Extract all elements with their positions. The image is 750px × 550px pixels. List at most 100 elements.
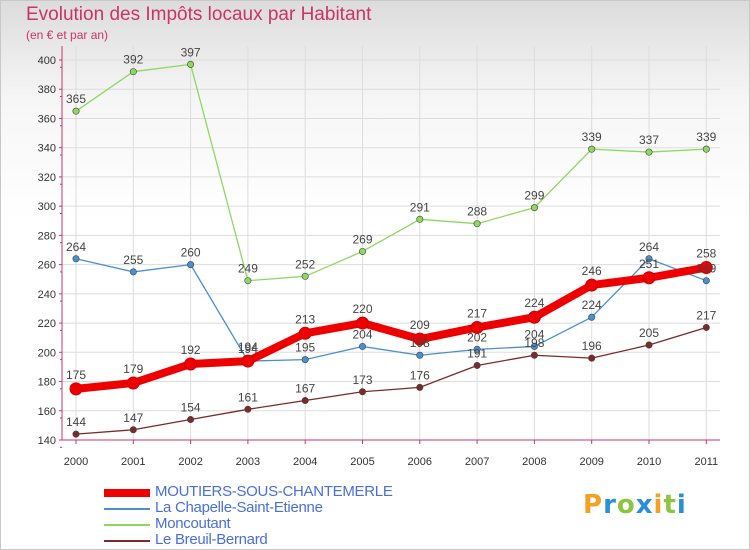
data-point-le-breuil-bernard bbox=[129, 426, 137, 434]
data-point-le-breuil-bernard bbox=[702, 323, 710, 331]
data-label-moutiers-sous-chantemerle: 258 bbox=[696, 247, 716, 261]
x-tick-label: 2009 bbox=[579, 456, 603, 468]
series-line-la-chapelle-saint-etienne bbox=[75, 258, 707, 362]
data-point-moutiers-sous-chantemerle bbox=[126, 376, 140, 390]
data-label-la-chapelle-saint-etienne: 249 bbox=[696, 262, 716, 276]
data-label-moutiers-sous-chantemerle: 194 bbox=[238, 340, 258, 354]
data-point-moncoutant bbox=[187, 60, 195, 68]
series-line-moncoutant bbox=[75, 63, 707, 282]
data-point-moutiers-sous-chantemerle bbox=[241, 354, 255, 368]
logo-letter: r bbox=[603, 490, 617, 520]
chart-subtitle: (en € et par an) bbox=[26, 28, 109, 42]
y-tick-label: 400 bbox=[38, 55, 56, 67]
data-label-la-chapelle-saint-etienne: 224 bbox=[582, 298, 602, 312]
data-label-moncoutant: 269 bbox=[352, 232, 372, 246]
data-label-la-chapelle-saint-etienne: 204 bbox=[524, 327, 544, 341]
data-label-moutiers-sous-chantemerle: 209 bbox=[410, 318, 430, 332]
proxiti-logo: Proxiti bbox=[583, 490, 687, 520]
data-point-moncoutant bbox=[244, 277, 252, 285]
data-point-le-breuil-bernard bbox=[187, 416, 195, 424]
axes bbox=[59, 46, 720, 448]
data-label-moutiers-sous-chantemerle: 175 bbox=[66, 368, 86, 382]
data-label-le-breuil-bernard: 173 bbox=[352, 373, 372, 387]
data-label-le-breuil-bernard: 217 bbox=[696, 308, 716, 322]
data-label-le-breuil-bernard: 161 bbox=[238, 390, 258, 404]
data-label-la-chapelle-saint-etienne: 198 bbox=[410, 336, 430, 350]
data-label-la-chapelle-saint-etienne: 194 bbox=[238, 342, 258, 356]
data-label-moncoutant: 291 bbox=[410, 200, 430, 214]
legend-swatch-moncoutant bbox=[104, 524, 150, 526]
data-point-le-breuil-bernard bbox=[72, 430, 80, 438]
legend-label-moncoutant: Moncoutant bbox=[155, 515, 231, 532]
data-point-la-chapelle-saint-etienne bbox=[702, 277, 710, 285]
data-label-la-chapelle-saint-etienne: 260 bbox=[181, 246, 201, 260]
y-tick-label: 380 bbox=[38, 84, 56, 96]
data-point-le-breuil-bernard bbox=[301, 397, 309, 405]
data-point-moncoutant bbox=[416, 215, 424, 223]
data-label-moncoutant: 252 bbox=[295, 257, 315, 271]
data-points bbox=[69, 60, 713, 438]
data-point-moncoutant bbox=[645, 148, 653, 156]
data-label-moncoutant: 249 bbox=[238, 262, 258, 276]
data-label-moutiers-sous-chantemerle: 217 bbox=[467, 306, 487, 320]
data-label-le-breuil-bernard: 144 bbox=[66, 415, 86, 429]
data-point-le-breuil-bernard bbox=[244, 405, 252, 413]
data-label-moutiers-sous-chantemerle: 246 bbox=[582, 264, 602, 278]
y-tick-label: 360 bbox=[38, 113, 56, 125]
data-label-moutiers-sous-chantemerle: 251 bbox=[639, 257, 659, 271]
data-point-la-chapelle-saint-etienne bbox=[416, 351, 424, 359]
legend-swatch-moutiers bbox=[104, 489, 150, 497]
data-label-moutiers-sous-chantemerle: 213 bbox=[295, 312, 315, 326]
data-point-moutiers-sous-chantemerle bbox=[699, 261, 713, 275]
logo-letter: i bbox=[653, 490, 664, 520]
data-point-le-breuil-bernard bbox=[530, 351, 538, 359]
logo-letter: o bbox=[616, 490, 636, 520]
data-label-le-breuil-bernard: 154 bbox=[181, 401, 201, 415]
data-label-le-breuil-bernard: 147 bbox=[123, 411, 143, 425]
y-tick-label: 180 bbox=[38, 377, 56, 389]
data-point-la-chapelle-saint-etienne bbox=[358, 342, 366, 350]
data-label-moncoutant: 397 bbox=[181, 45, 201, 59]
logo-letter: t bbox=[663, 490, 677, 520]
data-labels: 365 392 397 249 252 269 291 288 299 339 337 339 264 2… bbox=[66, 45, 717, 429]
series-line-moutiers-sous-chantemerle bbox=[72, 263, 711, 393]
x-tick-label: 2011 bbox=[694, 456, 718, 468]
y-tick-label: 200 bbox=[38, 347, 56, 359]
data-point-la-chapelle-saint-etienne bbox=[72, 255, 80, 263]
data-label-moutiers-sous-chantemerle: 220 bbox=[352, 302, 372, 316]
data-label-la-chapelle-saint-etienne: 202 bbox=[467, 330, 487, 344]
data-label-moncoutant: 299 bbox=[524, 189, 544, 203]
data-point-la-chapelle-saint-etienne bbox=[588, 313, 596, 321]
data-point-moncoutant bbox=[129, 68, 137, 76]
grid-lines bbox=[62, 46, 720, 441]
data-label-la-chapelle-saint-etienne: 195 bbox=[295, 341, 315, 355]
x-tick-label: 2001 bbox=[121, 456, 145, 468]
data-label-la-chapelle-saint-etienne: 204 bbox=[352, 327, 372, 341]
series-line-le-breuil-bernard bbox=[75, 326, 707, 435]
x-tick-label: 2003 bbox=[236, 456, 260, 468]
data-label-le-breuil-bernard: 191 bbox=[467, 346, 487, 360]
tick-labels: 140 160 180 200 220 240 260 280 300 320 340 360 380 4… bbox=[38, 55, 718, 468]
data-point-moutiers-sous-chantemerle bbox=[585, 278, 599, 292]
data-label-moncoutant: 288 bbox=[467, 205, 487, 219]
data-label-moncoutant: 339 bbox=[696, 130, 716, 144]
data-label-moncoutant: 337 bbox=[639, 133, 659, 147]
data-label-moutiers-sous-chantemerle: 192 bbox=[181, 343, 201, 357]
legend-label-le-breuil: Le Breuil-Bernard bbox=[155, 531, 268, 548]
data-point-le-breuil-bernard bbox=[473, 361, 481, 369]
data-point-moutiers-sous-chantemerle bbox=[642, 271, 656, 285]
data-label-moncoutant: 392 bbox=[123, 53, 143, 67]
y-tick-label: 280 bbox=[38, 230, 56, 242]
data-label-le-breuil-bernard: 176 bbox=[410, 368, 430, 382]
data-point-moncoutant bbox=[72, 107, 80, 115]
data-label-moncoutant: 339 bbox=[582, 130, 602, 144]
data-point-la-chapelle-saint-etienne bbox=[301, 356, 309, 364]
y-tick-label: 140 bbox=[38, 435, 56, 447]
data-point-moutiers-sous-chantemerle bbox=[298, 326, 312, 340]
logo-letter: i bbox=[676, 490, 687, 520]
data-point-moncoutant bbox=[358, 247, 366, 255]
x-tick-label: 2006 bbox=[408, 456, 432, 468]
data-point-la-chapelle-saint-etienne bbox=[129, 268, 137, 276]
data-point-le-breuil-bernard bbox=[588, 354, 596, 362]
